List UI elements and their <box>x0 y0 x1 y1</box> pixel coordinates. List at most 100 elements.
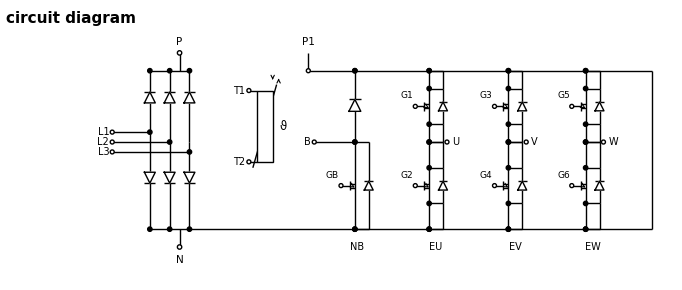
Circle shape <box>427 140 431 144</box>
Polygon shape <box>595 181 604 190</box>
Circle shape <box>569 104 574 108</box>
Circle shape <box>168 140 172 144</box>
Circle shape <box>506 201 511 206</box>
Circle shape <box>413 184 417 188</box>
Text: T2: T2 <box>233 157 245 167</box>
Circle shape <box>177 51 181 55</box>
Circle shape <box>569 184 574 188</box>
Text: GB: GB <box>326 171 339 180</box>
Circle shape <box>306 69 310 73</box>
Circle shape <box>584 227 588 231</box>
Circle shape <box>506 227 511 231</box>
Text: EU: EU <box>430 242 443 252</box>
Circle shape <box>427 86 431 91</box>
Circle shape <box>584 227 588 231</box>
Polygon shape <box>595 102 604 111</box>
Circle shape <box>584 68 588 73</box>
Circle shape <box>188 150 192 154</box>
Text: EW: EW <box>584 242 600 252</box>
Circle shape <box>312 140 316 144</box>
Text: U: U <box>452 137 459 147</box>
Polygon shape <box>518 102 527 111</box>
Circle shape <box>584 122 588 126</box>
Circle shape <box>427 166 431 170</box>
Circle shape <box>506 166 511 170</box>
Circle shape <box>584 201 588 206</box>
Circle shape <box>506 86 511 91</box>
Circle shape <box>506 122 511 126</box>
Circle shape <box>427 140 431 144</box>
Text: NB: NB <box>350 242 364 252</box>
Circle shape <box>524 140 528 144</box>
Text: L3: L3 <box>98 147 109 157</box>
Circle shape <box>584 140 588 144</box>
Circle shape <box>339 184 343 188</box>
Circle shape <box>353 227 357 231</box>
Circle shape <box>427 68 431 73</box>
Text: P: P <box>177 37 183 47</box>
Circle shape <box>353 68 357 73</box>
Polygon shape <box>364 181 373 190</box>
Circle shape <box>427 68 431 73</box>
Text: T1: T1 <box>233 86 245 95</box>
Circle shape <box>602 140 606 144</box>
Text: EV: EV <box>509 242 522 252</box>
Circle shape <box>492 184 496 188</box>
Polygon shape <box>349 99 361 111</box>
Text: ϑ: ϑ <box>280 120 287 133</box>
Text: L1: L1 <box>98 127 109 137</box>
Text: G2: G2 <box>401 171 413 180</box>
Circle shape <box>353 227 357 231</box>
Text: G3: G3 <box>479 91 492 100</box>
Circle shape <box>353 68 357 73</box>
Circle shape <box>506 140 511 144</box>
Text: G4: G4 <box>480 171 492 180</box>
Text: L2: L2 <box>98 137 109 147</box>
Circle shape <box>353 140 357 144</box>
Circle shape <box>506 140 511 144</box>
Text: P1: P1 <box>302 37 315 47</box>
Circle shape <box>413 104 417 108</box>
Circle shape <box>247 88 251 93</box>
Polygon shape <box>439 181 447 190</box>
Text: N: N <box>176 255 183 265</box>
Circle shape <box>584 68 588 73</box>
Circle shape <box>427 122 431 126</box>
Circle shape <box>445 140 449 144</box>
Circle shape <box>110 140 114 144</box>
Polygon shape <box>164 92 175 103</box>
Circle shape <box>427 227 431 231</box>
Circle shape <box>168 227 172 231</box>
Polygon shape <box>164 172 175 183</box>
Polygon shape <box>145 92 155 103</box>
Text: G5: G5 <box>557 91 569 100</box>
Circle shape <box>506 227 511 231</box>
Circle shape <box>506 68 511 73</box>
Circle shape <box>110 130 114 134</box>
Circle shape <box>427 227 431 231</box>
Polygon shape <box>145 172 155 183</box>
Circle shape <box>353 227 357 231</box>
Circle shape <box>353 140 357 144</box>
Circle shape <box>507 227 510 231</box>
Circle shape <box>110 150 114 154</box>
Circle shape <box>584 227 588 231</box>
Text: circuit diagram: circuit diagram <box>6 11 136 26</box>
Circle shape <box>506 68 511 73</box>
Circle shape <box>148 68 152 73</box>
Text: B: B <box>303 137 310 147</box>
Polygon shape <box>518 181 527 190</box>
Circle shape <box>584 86 588 91</box>
Circle shape <box>188 68 192 73</box>
Polygon shape <box>439 102 447 111</box>
Text: W: W <box>608 137 618 147</box>
Polygon shape <box>184 172 195 183</box>
Circle shape <box>168 68 172 73</box>
Circle shape <box>148 130 152 134</box>
Circle shape <box>177 245 181 249</box>
Circle shape <box>584 140 588 144</box>
Text: G6: G6 <box>557 171 569 180</box>
Circle shape <box>247 160 251 164</box>
Circle shape <box>148 227 152 231</box>
Bar <box>257 90 273 162</box>
